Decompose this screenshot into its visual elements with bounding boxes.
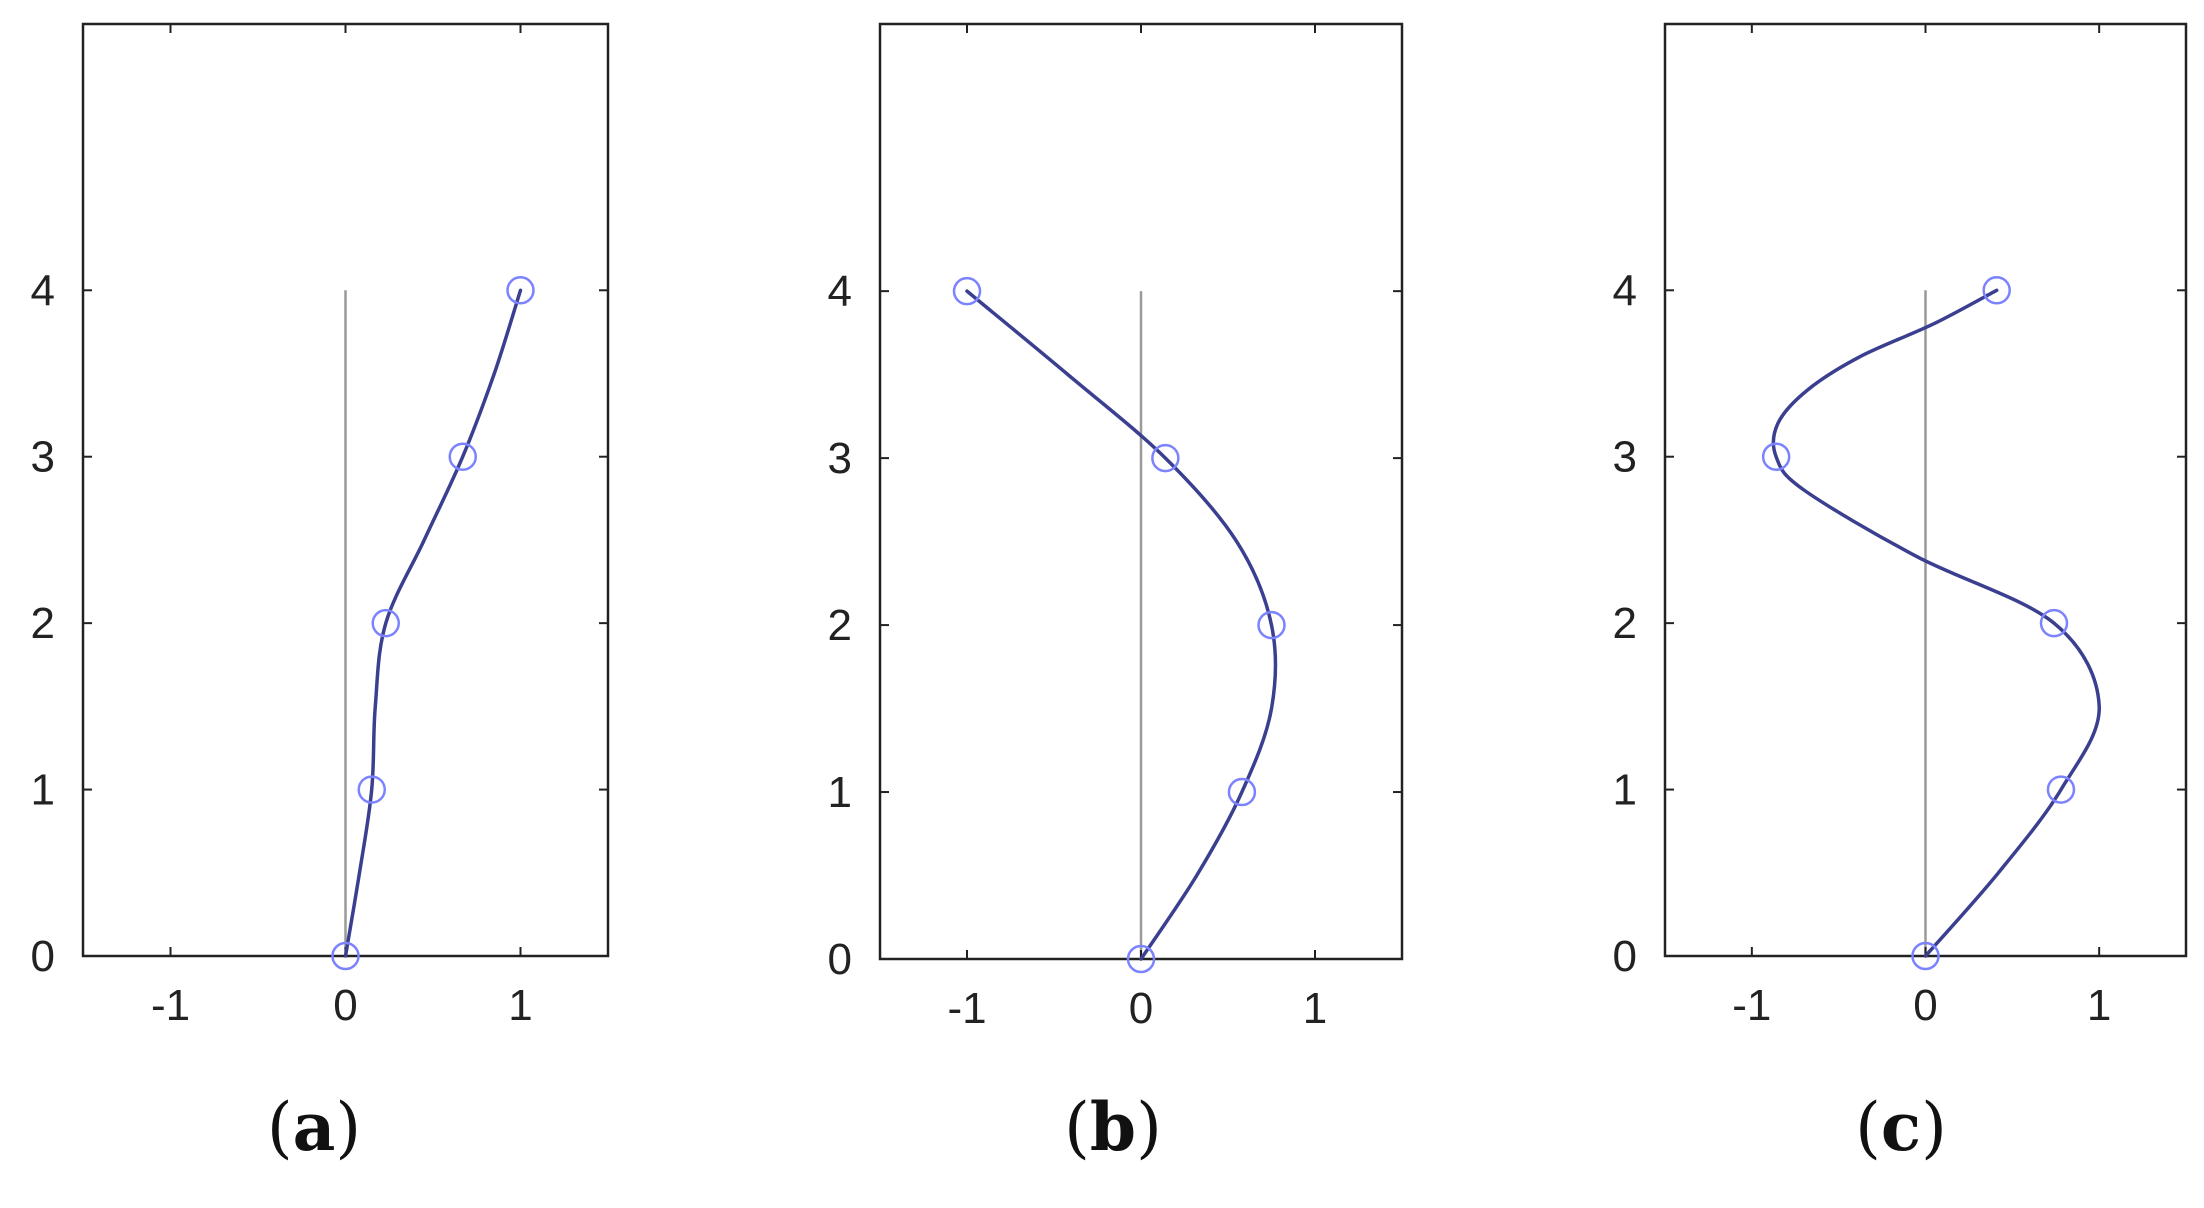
- y-tick-label: 2: [1613, 599, 1637, 648]
- x-tick-label: -1: [151, 981, 190, 1030]
- y-tick-label: 1: [828, 768, 852, 817]
- panel-label-c: (c): [1855, 1088, 1947, 1166]
- x-tick-label: 0: [1913, 981, 1937, 1030]
- x-tick-label: 1: [508, 981, 532, 1030]
- data-point: [357, 775, 386, 804]
- panel-label-b: (b): [1064, 1088, 1162, 1166]
- y-tick-label: 2: [828, 601, 852, 650]
- y-tick-label: 4: [31, 266, 55, 315]
- y-tick-label: 3: [31, 433, 55, 482]
- data-point: [506, 276, 535, 305]
- y-tick-label: 3: [828, 434, 852, 483]
- series-line: [1771, 288, 2101, 958]
- x-tick-label: -1: [947, 984, 986, 1033]
- y-tick-label: 4: [1613, 266, 1637, 315]
- y-tick-label: 1: [31, 766, 55, 815]
- x-tick-label: 1: [2087, 981, 2111, 1030]
- data-point: [331, 941, 360, 971]
- panel-b: -1 0 1 0 1 2 3 4: [828, 22, 1404, 1033]
- panel-label-a: (a): [266, 1088, 362, 1166]
- data-point: [1911, 941, 1940, 971]
- y-tick-label: 3: [1613, 433, 1637, 482]
- y-tick-label: 0: [1613, 932, 1637, 981]
- y-tick-label: 0: [31, 932, 55, 981]
- data-point: [2046, 775, 2076, 804]
- y-tick-label: 0: [828, 935, 852, 984]
- y-tick-label: 4: [828, 267, 852, 316]
- data-point: [371, 608, 400, 638]
- data-point: [1257, 610, 1286, 640]
- x-tick-label: 1: [1303, 984, 1327, 1033]
- y-tick-label: 1: [1613, 766, 1637, 815]
- data-point: [448, 442, 477, 471]
- x-tick-label: 0: [333, 981, 357, 1030]
- data-point: [1151, 443, 1180, 473]
- data-point: [1126, 944, 1156, 974]
- data-point: [1227, 777, 1257, 807]
- data-point: [952, 276, 982, 306]
- series-line: [965, 289, 1278, 961]
- data-point: [1761, 442, 1791, 471]
- data-point: [2039, 608, 2069, 638]
- panel-c: -1 0 1 0 1 2 3 4: [1613, 22, 2188, 1030]
- panel-a: -1 0 1 0 1 2 3 4: [31, 22, 610, 1030]
- y-tick-label: 2: [31, 599, 55, 648]
- x-tick-label: -1: [1732, 981, 1771, 1030]
- data-point: [1982, 276, 2011, 305]
- x-tick-label: 0: [1129, 984, 1153, 1033]
- series-line: [343, 288, 523, 958]
